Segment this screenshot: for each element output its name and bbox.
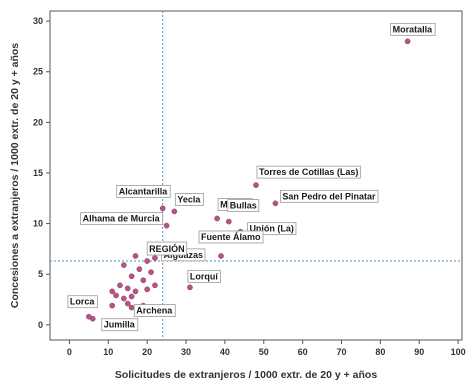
point-label-text: Fuente Álamo — [201, 232, 261, 242]
y-tick-label: 15 — [33, 168, 43, 178]
data-point — [218, 253, 224, 259]
point-label-text: Torres de Cotillas (Las) — [259, 167, 358, 177]
point-label-box — [280, 189, 379, 203]
point-label: REGIÓN — [146, 241, 188, 256]
x-tick-label: 70 — [337, 347, 347, 357]
data-point — [404, 38, 411, 45]
y-tick-label: 5 — [38, 269, 43, 279]
data-point — [187, 284, 193, 291]
plot-frame — [49, 10, 463, 341]
point-label-text: Alhama de Murcia — [83, 214, 161, 224]
y-tick-label: 25 — [33, 67, 43, 77]
point-label-box — [187, 269, 221, 283]
y-tick-label: 30 — [33, 16, 43, 26]
data-point — [128, 293, 135, 300]
point-label-text: Lorca — [70, 297, 96, 307]
x-tick-label: 0 — [67, 347, 72, 357]
point-label-text: Jumilla — [104, 320, 136, 330]
point-label-text: Archena — [136, 306, 173, 316]
data-point — [124, 285, 131, 292]
x-tick-label: 10 — [103, 347, 113, 357]
data-point — [214, 215, 220, 222]
x-tick-label: 60 — [298, 347, 308, 357]
point-label-box — [101, 318, 139, 332]
point-labels: Moratalla Torres de Cotillas (Las) San Ped… — [67, 22, 436, 332]
y-tick-label: 20 — [33, 117, 43, 127]
data-point — [148, 269, 154, 276]
y-axis-title: Concesiones a extranjeros / 1000 extr. d… — [9, 43, 21, 308]
point-label-text: Moratalla — [393, 24, 434, 34]
data-point — [152, 255, 158, 261]
point-label-text: Lorquí — [190, 271, 218, 281]
data-point — [113, 292, 119, 299]
axis-ticks: 0 10 20 30 40 50 60 70 80 90 100 0 5 10 15 20 25 30 — [33, 16, 466, 357]
data-point — [171, 208, 178, 215]
x-tick-label: 100 — [451, 347, 466, 357]
data-point — [163, 222, 170, 229]
point-label-box — [227, 199, 260, 212]
data-point — [132, 253, 139, 259]
data-point — [117, 282, 123, 289]
x-tick-label: 80 — [375, 347, 385, 357]
point-label: Bullas — [227, 199, 260, 212]
data-point — [120, 295, 127, 302]
point-label: Torres de Cotillas (Las) — [256, 165, 361, 179]
data-point — [272, 200, 279, 207]
point-label-box — [198, 230, 264, 244]
point-label: Fuente Álamo — [198, 230, 264, 244]
data-point — [140, 277, 147, 284]
data-point — [159, 205, 166, 212]
point-label-box — [174, 193, 204, 206]
data-point — [253, 182, 259, 188]
data-point — [225, 218, 232, 225]
point-label-box — [116, 184, 171, 198]
x-tick-label: 20 — [142, 347, 152, 357]
point-label: Alhama de Murcia — [80, 212, 164, 226]
data-point — [124, 300, 131, 307]
x-tick-label: 30 — [181, 347, 191, 357]
point-label: Lorquí — [187, 269, 221, 283]
point-label: Archena — [133, 304, 176, 317]
point-label-box — [67, 295, 98, 309]
point-label-text: REGIÓN — [149, 243, 185, 254]
x-tick-label: 40 — [220, 347, 230, 357]
data-points — [86, 38, 411, 322]
x-tick-label: 50 — [259, 347, 269, 357]
point-label: San Pedro del Pinatar — [280, 189, 379, 203]
point-label-text: Alcantarilla — [119, 186, 169, 196]
point-label: Alcantarilla — [116, 184, 171, 198]
point-label-text: Bullas — [230, 201, 257, 211]
x-axis-title: Solicitudes de extranjeros / 1000 extr. … — [115, 369, 377, 381]
data-point — [128, 273, 135, 280]
x-tick-label: 90 — [414, 347, 424, 357]
data-point — [89, 315, 96, 322]
point-label-box — [256, 165, 361, 179]
data-point — [144, 258, 151, 264]
y-tick-label: 10 — [33, 219, 43, 229]
point-label-box — [146, 241, 188, 256]
point-label-text: Yecla — [177, 194, 201, 204]
data-point — [144, 286, 151, 293]
point-label: Lorca — [67, 295, 98, 309]
point-label-text: Unión (La) — [249, 224, 293, 234]
y-tick-label: 0 — [38, 320, 43, 330]
data-point — [132, 288, 139, 295]
data-point — [120, 262, 127, 268]
point-label-box — [80, 212, 164, 226]
data-point — [152, 282, 158, 289]
data-point — [109, 288, 116, 295]
point-label: Jumilla — [101, 318, 139, 332]
point-label-text: San Pedro del Pinatar — [282, 191, 376, 201]
point-label: Yecla — [174, 193, 204, 206]
data-point — [136, 266, 143, 272]
data-point — [109, 302, 116, 309]
point-label: Moratalla — [390, 22, 436, 36]
point-label-box — [390, 22, 436, 36]
point-label-box — [133, 304, 176, 317]
reference-lines — [50, 11, 462, 340]
data-point — [128, 304, 135, 311]
